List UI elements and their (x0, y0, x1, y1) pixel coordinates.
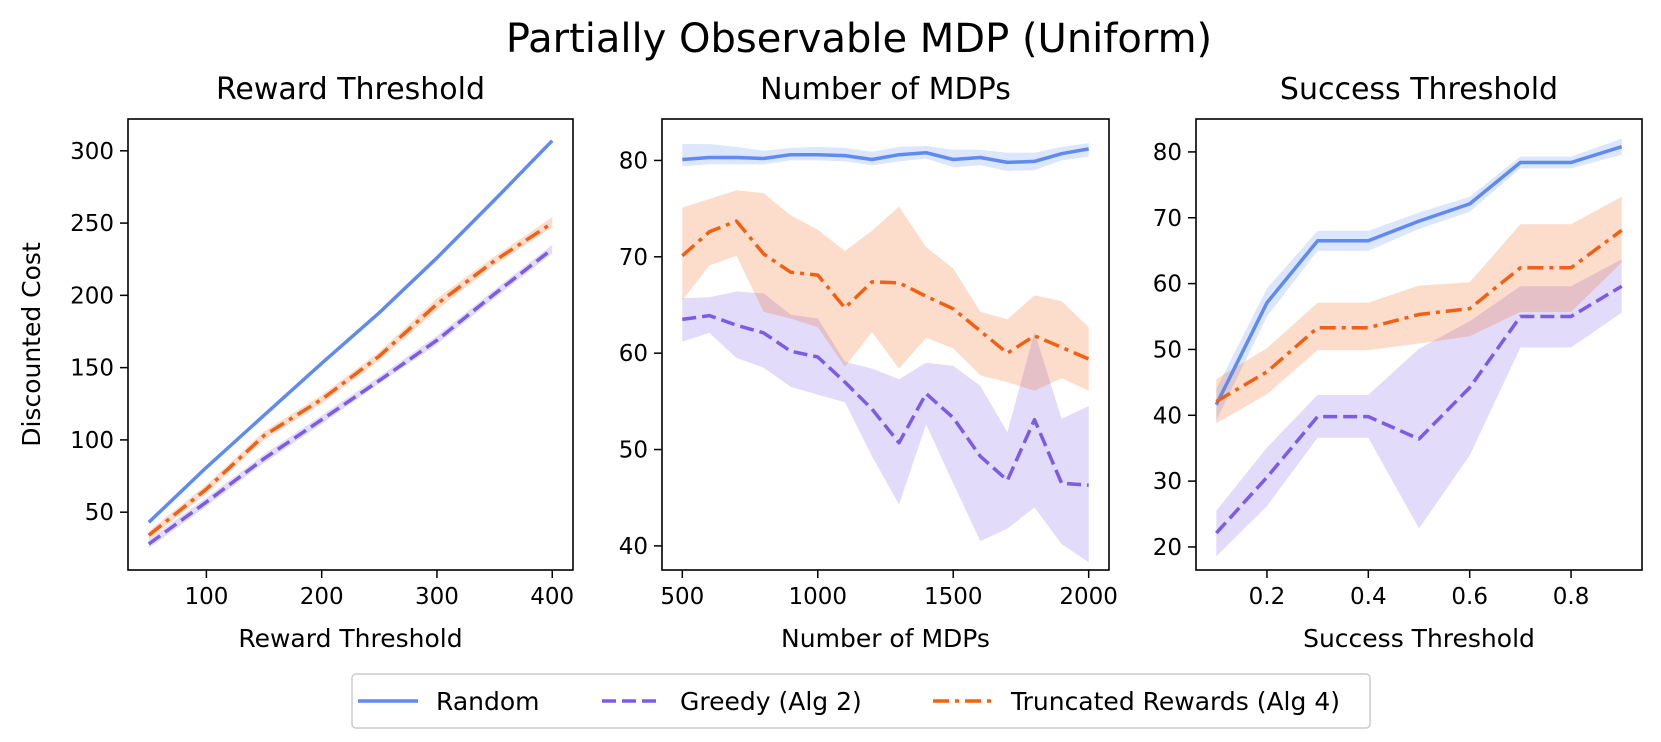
series-line-dashdot (147, 221, 554, 537)
series-group (1214, 138, 1623, 557)
x-tick-label: 0.4 (1350, 584, 1387, 610)
y-tick-label: 50 (619, 438, 648, 464)
chart-panel-2: Number of MDPs 500 1000 1500 2000 40 50 60 70 80 N… (619, 72, 1118, 653)
confidence-band-dashdot (1216, 196, 1622, 424)
confidence-band-dashdot (682, 190, 1089, 391)
y-tick-label: 50 (1153, 337, 1182, 363)
series-line-solid (1214, 145, 1623, 406)
y-tick-label: 40 (1153, 403, 1182, 429)
series-group (681, 143, 1090, 563)
legend-label: Random (436, 687, 540, 716)
series-line-dashed (1215, 284, 1623, 535)
series-line-dashdot (681, 219, 1090, 361)
y-axis-label: Discounted Cost (17, 242, 46, 447)
x-tick-label: 1500 (924, 584, 983, 610)
series-line-solid (147, 139, 554, 524)
x-axis-label: Success Threshold (1303, 624, 1535, 653)
x-axis-label: Number of MDPs (781, 624, 990, 653)
x-tick-label: 200 (300, 584, 344, 610)
figure-title: Partially Observable MDP (Uniform) (506, 16, 1212, 62)
chart-panels: Reward Threshold 100 200 300 400 50 100 150 200 2… (17, 72, 1643, 653)
series-group (147, 139, 554, 549)
confidence-band-dashed (148, 244, 553, 549)
series-line-dashed (682, 313, 1089, 487)
y-tick-label: 60 (1153, 272, 1182, 298)
y-tick-label: 30 (1153, 469, 1182, 495)
panel-title: Reward Threshold (216, 72, 485, 107)
x-tick-label: 2000 (1059, 584, 1118, 610)
chart-panel-1: Reward Threshold 100 200 300 400 50 100 150 200 2… (17, 72, 574, 653)
axes-frame (1195, 118, 1643, 571)
panel-title: Number of MDPs (760, 72, 1011, 107)
y-tick-label: 80 (619, 148, 648, 174)
x-axis-label: Reward Threshold (238, 624, 462, 653)
x-tick-label: 0.6 (1451, 584, 1488, 610)
axes-frame (127, 118, 574, 571)
legend-frame (351, 673, 1371, 729)
chart-panel-3: Success Threshold 0.2 0.4 0.6 0.8 20 30 40 50 60 7… (1153, 72, 1643, 653)
y-tick-label: 60 (619, 341, 648, 367)
series-line-dashed (147, 247, 554, 546)
x-tick-label: 1000 (788, 584, 847, 610)
y-tick-label: 200 (70, 283, 114, 309)
panel-title: Success Threshold (1280, 72, 1558, 107)
y-tick-label: 20 (1153, 535, 1182, 561)
x-tick-label: 0.2 (1249, 584, 1286, 610)
y-tick-label: 100 (70, 428, 114, 454)
x-tick-label: 0.8 (1553, 584, 1590, 610)
y-tick-label: 70 (1153, 206, 1182, 232)
x-tick-label: 300 (415, 584, 459, 610)
series-line-dashdot (1215, 228, 1623, 404)
series-line-solid (682, 147, 1090, 165)
x-tick-label: 100 (184, 584, 228, 610)
confidence-band-dashed (1216, 259, 1622, 557)
y-tick-label: 50 (85, 500, 114, 526)
y-tick-label: 80 (1153, 140, 1182, 166)
y-tick-label: 40 (619, 534, 648, 560)
x-tick-label: 500 (660, 584, 704, 610)
axes-frame (661, 118, 1110, 571)
y-tick-label: 70 (619, 245, 648, 271)
y-tick-label: 150 (70, 356, 114, 382)
legend-label: Truncated Rewards (Alg 4) (1010, 687, 1340, 716)
legend: Random Greedy (Alg 2) Truncated Rewards (A… (351, 673, 1371, 729)
legend-label: Greedy (Alg 2) (680, 687, 862, 716)
y-tick-label: 300 (70, 139, 114, 165)
y-tick-label: 250 (70, 211, 114, 237)
x-tick-label: 400 (530, 584, 574, 610)
